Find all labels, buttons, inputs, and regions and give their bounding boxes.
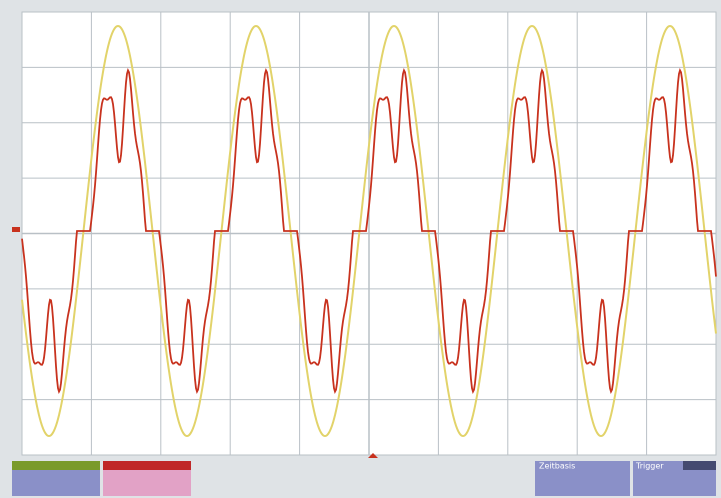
ch2-header: [103, 461, 191, 470]
ch2-box: [103, 470, 191, 496]
ch1-box: [12, 470, 100, 496]
timebase-label: Zeitbasis: [539, 462, 575, 471]
trigger-label: Trigger: [635, 462, 664, 471]
ch1-header: [12, 461, 100, 470]
trigger-header: [683, 461, 716, 470]
page: Zeitbasis Trigger (() => { const data = …: [0, 0, 721, 498]
oscilloscope-screen: Zeitbasis Trigger: [0, 0, 721, 498]
ch2-marker: [12, 227, 20, 232]
